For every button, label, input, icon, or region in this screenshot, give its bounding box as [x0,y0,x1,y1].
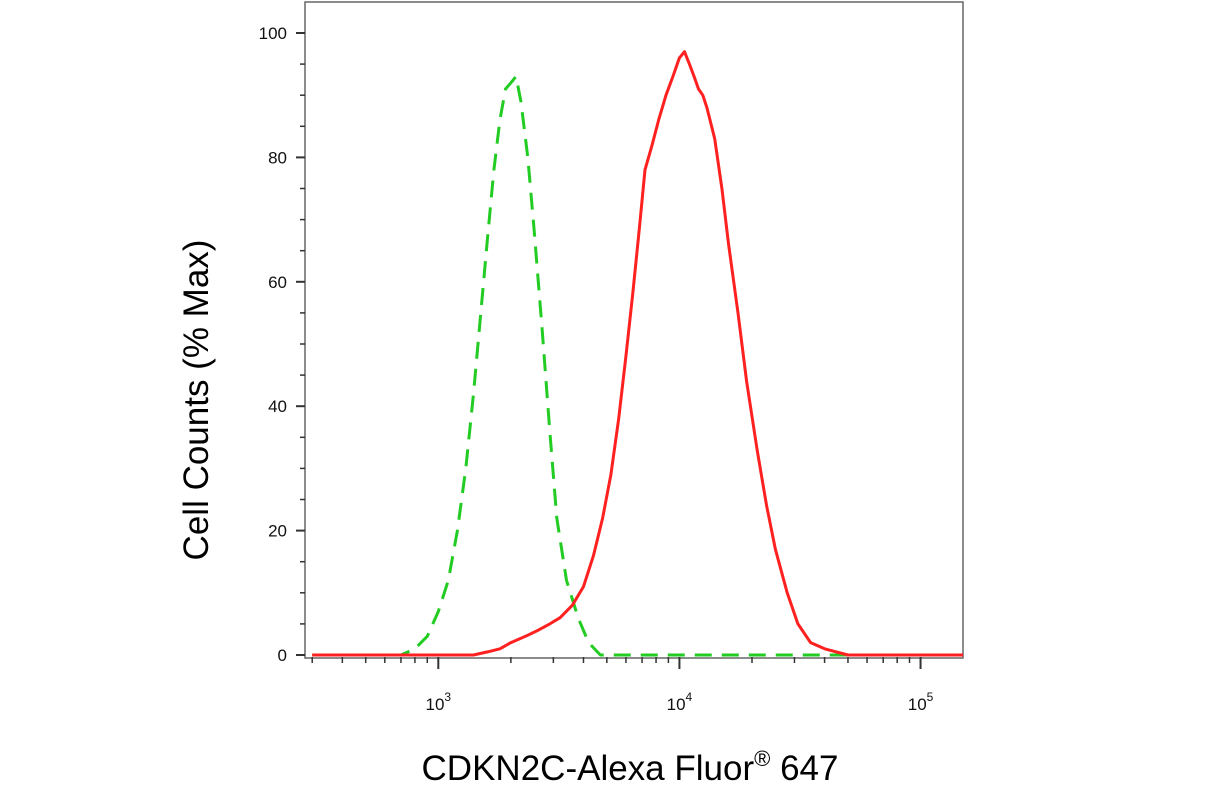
series-layer [312,50,963,657]
dashed-series-line [312,75,963,657]
x-axis-ticks: 103 104 105 [311,657,934,714]
x-axis-title: CDKN2C-Alexa Fluor® 647 [422,746,839,788]
plot-frame [304,1,964,659]
y-tick-label: 20 [268,522,287,541]
solid-series-line [312,50,963,657]
y-tick-label: 80 [268,148,287,167]
x-axis-title-main: CDKN2C-Alexa Fluor [422,749,755,788]
x-axis-title-suffix: 647 [770,749,838,788]
y-tick-label: 60 [268,273,287,292]
y-tick-label: 100 [259,24,287,43]
y-axis-ticks: 0 20 40 60 80 100 [259,24,305,665]
x-tick-label: 103 [425,690,451,714]
y-tick-label: 0 [278,646,287,665]
y-axis-title: Cell Counts (% Max) [177,240,216,561]
x-axis-title-mark: ® [754,746,770,771]
x-tick-label: 104 [667,690,693,714]
y-tick-label: 40 [268,397,287,416]
x-tick-label: 105 [908,690,934,714]
